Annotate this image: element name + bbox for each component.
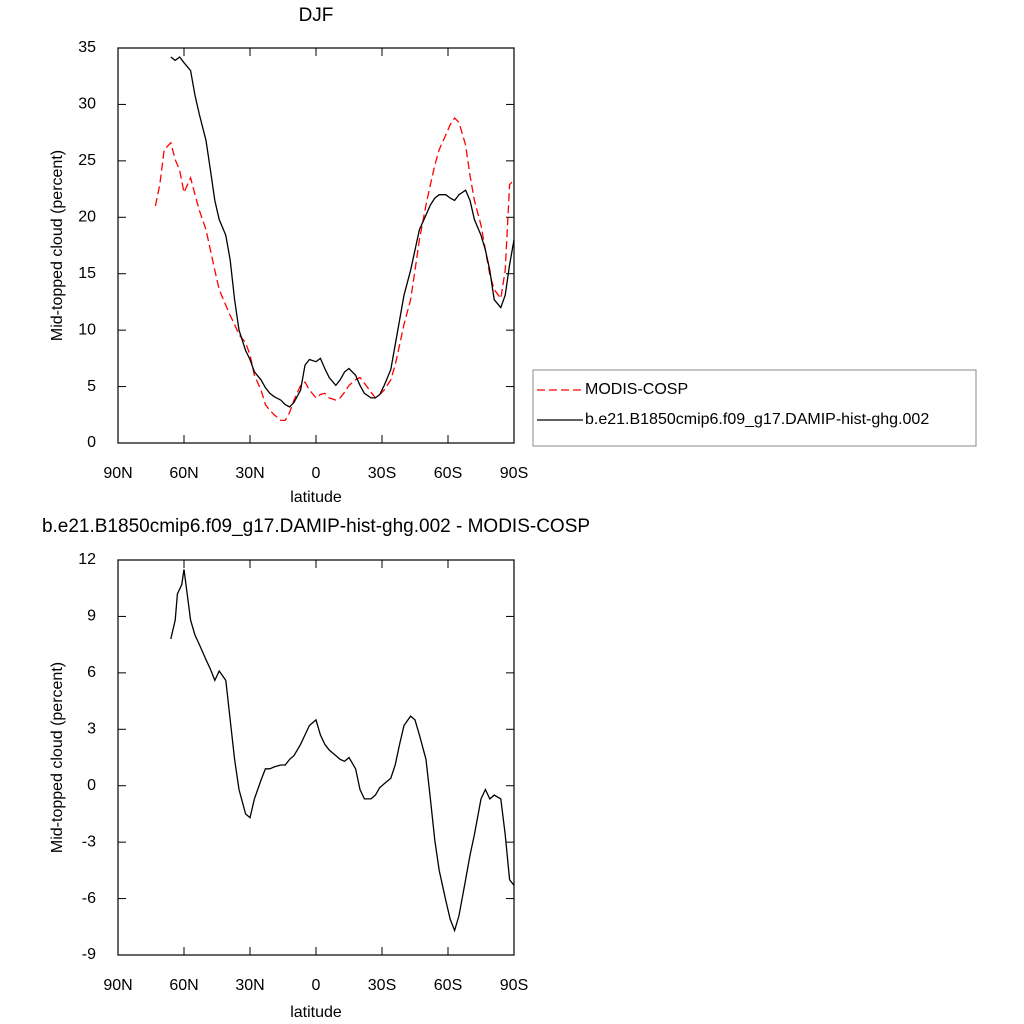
y-tick-label: 0 xyxy=(87,434,96,451)
x-tick-label: 90S xyxy=(500,977,528,994)
x-tick-label: 30S xyxy=(368,465,396,482)
x-tick-label: 60N xyxy=(169,465,198,482)
legend-box xyxy=(532,369,977,447)
legend-label: b.e21.B1850cmip6.f09_g17.DAMIP-hist-ghg.… xyxy=(585,411,929,428)
x-tick-label: 60N xyxy=(169,977,198,994)
y-tick-label: 0 xyxy=(87,777,96,794)
x-tick-label: 0 xyxy=(312,977,321,994)
y-tick-label: 12 xyxy=(78,551,96,568)
y-tick-label: -6 xyxy=(82,890,96,907)
data-line xyxy=(170,56,515,408)
chart-title: DJF xyxy=(299,5,334,26)
y-tick-label: 3 xyxy=(87,721,96,738)
y-tick-label: 35 xyxy=(78,39,96,56)
x-tick-label: 30N xyxy=(235,465,264,482)
y-tick-label: 9 xyxy=(87,608,96,625)
y-axis-label: Mid-topped cloud (percent) xyxy=(49,150,66,341)
x-tick-label: 30S xyxy=(368,977,396,994)
x-tick-label: 90N xyxy=(103,465,132,482)
x-tick-label: 90S xyxy=(500,465,528,482)
y-tick-label: -3 xyxy=(82,833,96,850)
data-line xyxy=(154,116,515,422)
y-tick-label: -9 xyxy=(82,946,96,963)
x-tick-label: 30N xyxy=(235,977,264,994)
y-tick-label: 5 xyxy=(87,378,96,395)
y-tick-label: 20 xyxy=(78,209,96,226)
x-axis-label: latitude xyxy=(290,1004,342,1021)
y-tick-label: 10 xyxy=(78,321,96,338)
x-axis-label: latitude xyxy=(290,489,342,506)
x-tick-label: 0 xyxy=(312,465,321,482)
data-line xyxy=(170,569,515,933)
y-tick-label: 6 xyxy=(87,664,96,681)
y-tick-label: 25 xyxy=(78,152,96,169)
x-tick-label: 90N xyxy=(103,977,132,994)
y-tick-label: 15 xyxy=(78,265,96,282)
x-tick-label: 60S xyxy=(434,465,462,482)
legend-label: MODIS-COSP xyxy=(585,381,688,398)
plot-frame xyxy=(117,559,515,956)
x-tick-label: 60S xyxy=(434,977,462,994)
y-tick-label: 30 xyxy=(78,96,96,113)
chart-title: b.e21.B1850cmip6.f09_g17.DAMIP-hist-ghg.… xyxy=(42,516,590,537)
y-axis-label: Mid-topped cloud (percent) xyxy=(49,662,66,853)
plot-frame xyxy=(117,47,515,444)
